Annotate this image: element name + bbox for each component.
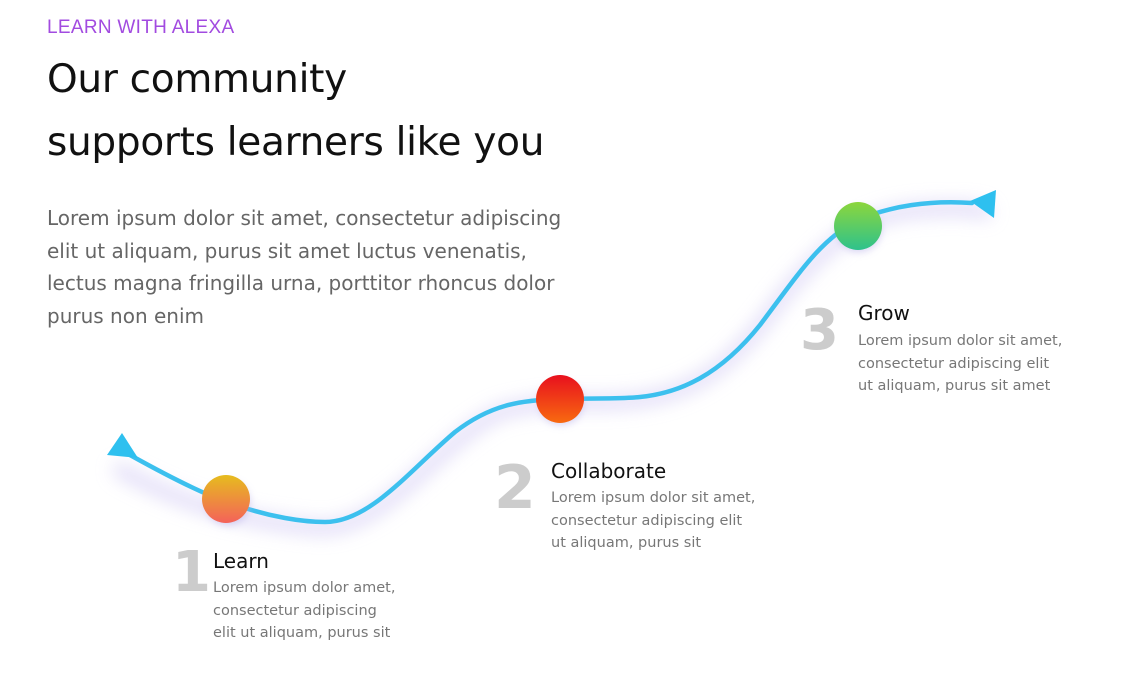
step-desc-line: elit ut aliquam, purus sit — [213, 625, 391, 641]
step-desc-line: consectetur adipiscing elit — [858, 355, 1050, 372]
milestone-dot-grow — [834, 202, 882, 250]
milestone-dot-learn — [202, 475, 250, 523]
intro-line-2: elit ut aliquam, purus sit amet luctus v… — [47, 238, 527, 263]
step-desc-line: ut aliquam, purus sit — [551, 535, 702, 551]
step-desc-collaborate: Lorem ipsum dolor sit amet, consectetur … — [551, 487, 755, 555]
step-title-learn: Learn — [213, 549, 269, 573]
step-desc-line: Lorem ipsum dolor sit amet, — [858, 333, 1063, 349]
step-desc-line: Lorem ipsum dolor amet, — [213, 580, 396, 596]
eyebrow-label: LEARN WITH ALEXA — [47, 17, 235, 38]
page-title: Our community supports learners like you — [47, 48, 687, 174]
title-line-1: Our community — [47, 57, 347, 102]
intro-line-3: lectus magna fringilla urna, porttitor r… — [47, 271, 555, 295]
step-desc-line: Lorem ipsum dolor sit amet, — [551, 490, 756, 506]
step-number-1: 1 — [172, 540, 211, 605]
intro-line-4: purus non enim — [47, 303, 205, 328]
step-title-grow: Grow — [858, 301, 910, 325]
step-desc-line: consectetur adipiscing elit — [551, 512, 743, 529]
step-desc-line: consectetur adipiscing — [213, 602, 377, 619]
step-number-3: 3 — [800, 298, 839, 363]
milestone-dot-collaborate — [536, 375, 584, 423]
step-desc-line: ut aliquam, purus sit amet — [858, 378, 1051, 394]
intro-paragraph: Lorem ipsum dolor sit amet, consectetur … — [47, 202, 627, 332]
intro-line-1: Lorem ipsum dolor sit amet, consectetur … — [47, 206, 562, 230]
step-title-collaborate: Collaborate — [551, 459, 667, 483]
step-number-2: 2 — [494, 453, 536, 523]
step-desc-learn: Lorem ipsum dolor amet, consectetur adip… — [213, 577, 395, 645]
end-arrow-icon — [970, 190, 996, 218]
step-desc-grow: Lorem ipsum dolor sit amet, consectetur … — [858, 330, 1062, 398]
start-arrow-icon — [107, 433, 138, 458]
title-line-2: supports learners like you — [47, 120, 545, 165]
